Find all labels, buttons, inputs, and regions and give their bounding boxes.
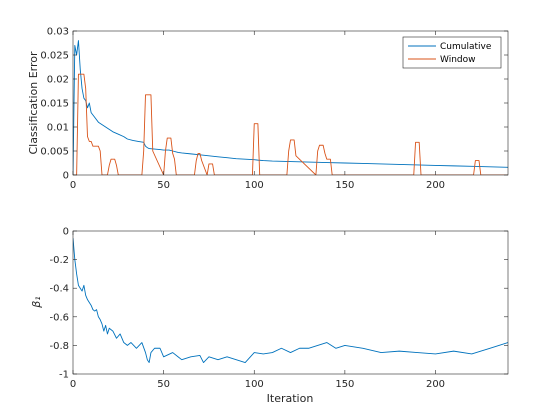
bottom-ytick-label: -0.4	[49, 284, 69, 295]
bottom-ylabel: β₁	[30, 296, 43, 308]
top-ytick-label: 0.025	[40, 51, 69, 62]
top-ytick-label: 0	[63, 171, 69, 182]
bottom-ticks: 0 50 100 150 200 -1 -0.8 -0.6 -0.4 -0.2 0	[49, 227, 509, 390]
bottom-axes: 0 50 100 150 200 -1 -0.8 -0.6 -0.4 -0.2 0 β₁ Itera…	[30, 227, 509, 405]
bottom-xtick-label: 100	[245, 379, 264, 390]
bottom-xlabel: Iteration	[267, 392, 314, 405]
top-xtick-label: 200	[426, 180, 445, 191]
top-ytick-label: 0.02	[47, 75, 69, 86]
bottom-ytick-label: 0	[63, 227, 69, 238]
top-xtick-label: 150	[335, 180, 354, 191]
top-ylabel: Classification Error	[27, 51, 40, 155]
bottom-xtick-label: 150	[335, 379, 354, 390]
top-axes: 0 50 100 150 200 0 0.005 0.01 0.015 0.02 0.025 0.03…	[27, 27, 509, 191]
legend-box	[402, 36, 502, 69]
bottom-xtick-label: 200	[426, 379, 445, 390]
bottom-ytick-label: -1	[59, 370, 69, 381]
bottom-series-line-0	[73, 238, 508, 364]
legend-label-cumulative: Cumulative	[440, 42, 492, 52]
bottom-xtick-label: 0	[70, 379, 76, 390]
top-ytick-label: 0.03	[47, 27, 69, 38]
top-xtick-label: 50	[157, 180, 170, 191]
bottom-ytick-label: -0.6	[49, 312, 69, 323]
top-xtick-label: 100	[245, 180, 264, 191]
bottom-ytick-label: -0.8	[49, 341, 69, 352]
top-ytick-label: 0.015	[40, 99, 69, 110]
top-plot-area	[73, 40, 508, 175]
top-xtick-label: 0	[70, 180, 76, 191]
bottom-plot-area	[73, 238, 508, 364]
top-ticks: 0 50 100 150 200 0 0.005 0.01 0.015 0.02 0.025 0.03	[40, 27, 509, 191]
bottom-axes-frame	[72, 230, 509, 375]
top-series-line-cumulative	[73, 40, 508, 175]
top-ytick-label: 0.005	[40, 147, 69, 158]
top-ytick-label: 0.01	[47, 123, 69, 134]
top-series-line-window	[73, 73, 508, 175]
legend: Cumulative Window	[402, 36, 502, 69]
bottom-xtick-label: 50	[157, 379, 170, 390]
legend-label-window: Window	[440, 55, 476, 65]
bottom-ytick-label: -0.2	[49, 255, 69, 266]
